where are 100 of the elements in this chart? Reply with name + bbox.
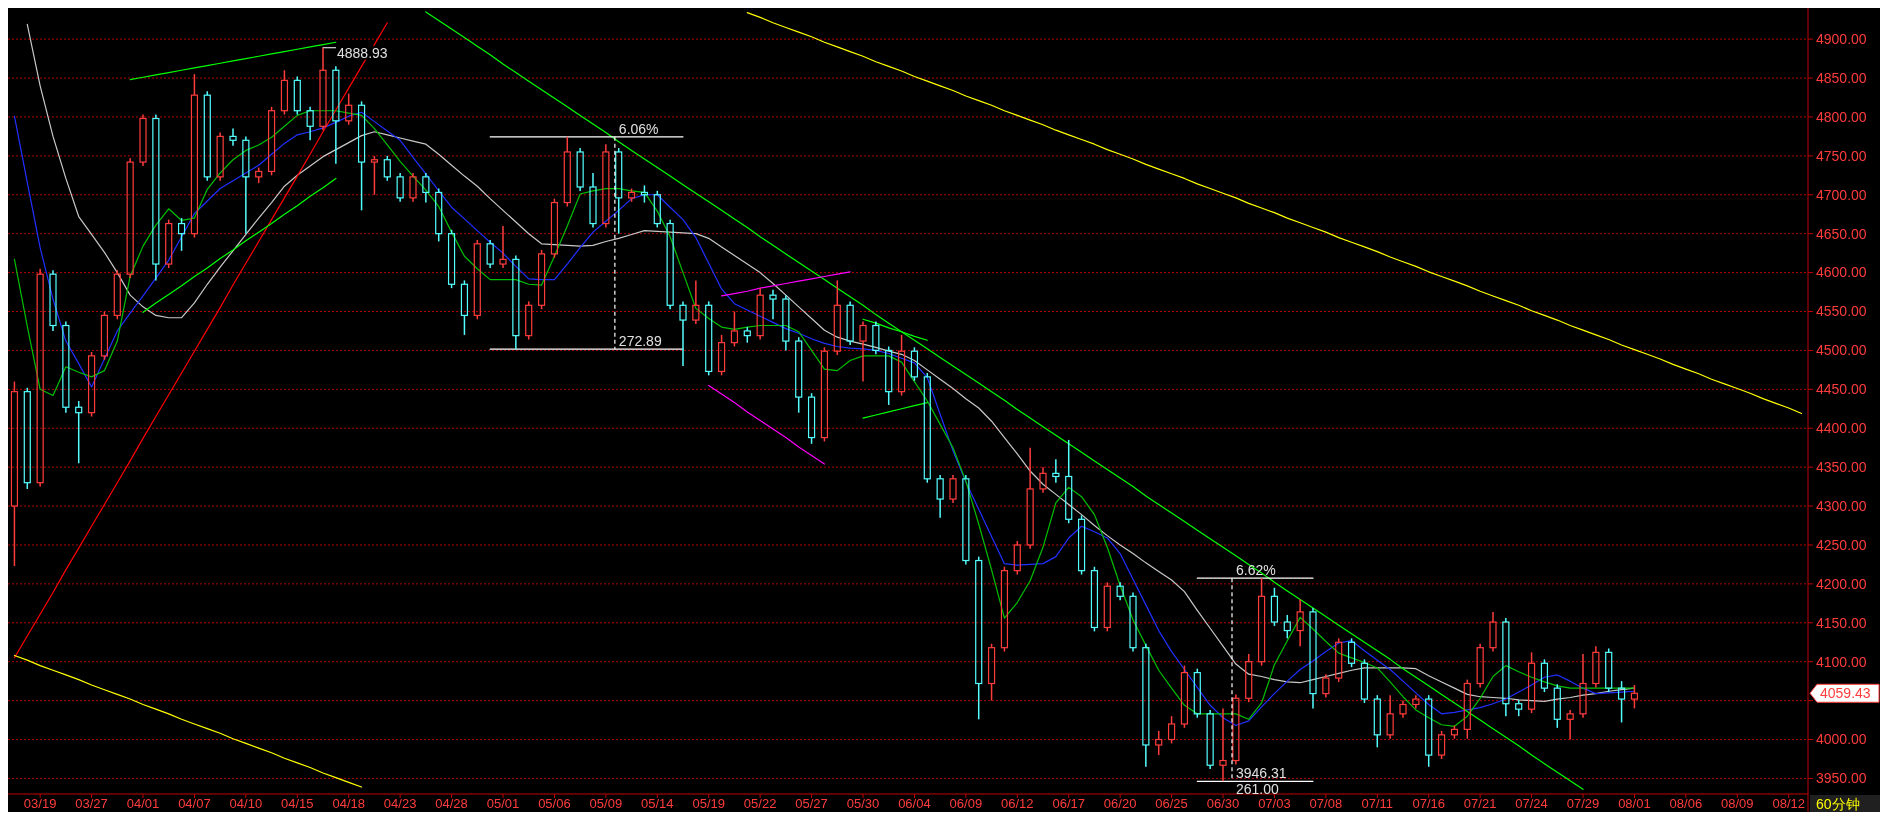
- annotation: 261.00: [1236, 781, 1280, 798]
- y-tick-label: 4850.00: [1816, 69, 1867, 86]
- candlestick: [1579, 653, 1587, 719]
- candlestick: [949, 474, 957, 504]
- line-series: [708, 384, 826, 465]
- y-tick-label: 4400.00: [1816, 420, 1867, 437]
- x-tick-label: 07/03: [1258, 796, 1291, 811]
- candlestick: [306, 106, 314, 142]
- line-series: [862, 318, 928, 341]
- x-tick-label: 05/27: [795, 796, 828, 811]
- x-tick-label: 06/25: [1155, 796, 1188, 811]
- x-tick-label: 06/09: [949, 796, 983, 811]
- candlestick: [36, 267, 44, 488]
- candlestick: [216, 131, 224, 182]
- line-series: [13, 654, 363, 788]
- candlestick: [1219, 707, 1227, 783]
- candlestick: [1476, 643, 1484, 689]
- y-tick-label: 4150.00: [1816, 614, 1867, 631]
- candlestick: [396, 172, 404, 203]
- y-tick-label: 4700.00: [1816, 186, 1867, 203]
- candlestick: [756, 287, 764, 341]
- x-tick-label: 08/09: [1721, 796, 1754, 811]
- y-tick-label: 4550.00: [1816, 303, 1867, 320]
- candlestick: [49, 269, 57, 332]
- candlestick: [666, 218, 674, 310]
- y-tick-label: 4500.00: [1816, 342, 1867, 359]
- candlestick: [872, 320, 880, 356]
- line-series: [862, 401, 928, 419]
- x-tick-label: 07/08: [1309, 796, 1343, 811]
- x-tick-label: 08/12: [1772, 796, 1805, 811]
- y-tick-label: 4900.00: [1816, 31, 1867, 48]
- x-tick-label: 08/01: [1618, 796, 1651, 811]
- x-tick-label: 04/28: [435, 796, 468, 811]
- y-tick-label: 3950.00: [1816, 770, 1867, 787]
- x-tick-label: 06/17: [1052, 796, 1085, 811]
- candlestick: [1399, 699, 1407, 719]
- candlestick: [936, 474, 944, 519]
- candlestick: [242, 135, 250, 235]
- candlestick: [152, 113, 160, 282]
- x-tick-label: 08/06: [1669, 796, 1703, 811]
- x-tick-label: 03/27: [75, 796, 108, 811]
- candlestick: [1592, 645, 1600, 689]
- candlestick: [1206, 709, 1214, 770]
- candlestick: [1566, 709, 1574, 741]
- x-tick-label: 04/15: [281, 796, 314, 811]
- candlestick: [692, 279, 700, 325]
- y-tick-label: 4100.00: [1816, 653, 1867, 670]
- candlestick: [1296, 598, 1304, 647]
- x-tick-label: 06/30: [1206, 796, 1240, 811]
- candlestick: [576, 147, 584, 192]
- candlestick: [126, 157, 134, 279]
- candlestick: [769, 288, 777, 321]
- annotation: 3946.31: [1236, 765, 1287, 782]
- x-tick-label: 05/09: [589, 796, 623, 811]
- candlestick: [962, 474, 970, 566]
- candlestick: [1039, 466, 1047, 494]
- candlestick: [1489, 611, 1497, 653]
- x-tick-label: 04/23: [383, 796, 417, 811]
- x-tick-label: 05/06: [538, 796, 571, 811]
- y-tick-label: 4350.00: [1816, 459, 1867, 476]
- candlestick: [319, 46, 327, 131]
- x-tick-label: 05/22: [743, 796, 777, 811]
- x-tick-label: 04/18: [332, 796, 365, 811]
- x-tick-label: 05/01: [486, 796, 520, 811]
- candlestick: [782, 294, 790, 352]
- x-tick-label: 04/07: [178, 796, 211, 811]
- x-tick-label: 07/11: [1361, 796, 1394, 811]
- candlestick: [1142, 643, 1150, 768]
- line-series: [746, 12, 1803, 415]
- candlestick: [1309, 607, 1317, 710]
- y-tick-label: 4000.00: [1816, 731, 1867, 748]
- line-series: [720, 271, 851, 297]
- candlestick: [499, 225, 507, 269]
- y-tick-label: 4450.00: [1816, 381, 1867, 398]
- candlestick: [1322, 673, 1330, 699]
- y-tick-label: 4300.00: [1816, 497, 1867, 514]
- y-tick-label: 4650.00: [1816, 225, 1867, 242]
- x-tick-label: 04/01: [126, 796, 160, 811]
- x-tick-label: 03/19: [23, 796, 57, 811]
- candlestick: [1129, 591, 1137, 653]
- x-tick-label: 07/24: [1515, 796, 1548, 811]
- candlestick: [139, 113, 147, 167]
- x-tick-label: 06/12: [1001, 796, 1034, 811]
- candlestick: [679, 300, 687, 367]
- annotation: 272.89: [618, 333, 662, 350]
- y-tick-label: 4800.00: [1816, 108, 1867, 125]
- candlestick: [859, 320, 867, 383]
- x-tick-label: 07/16: [1412, 796, 1445, 811]
- annotation: 6.06%: [618, 120, 659, 137]
- x-tick-label: 06/20: [1103, 796, 1137, 811]
- candlestick: [1116, 581, 1124, 601]
- candlestick: [486, 239, 494, 269]
- text: 60分钟: [1816, 796, 1860, 812]
- x-tick-label: 07/21: [1463, 796, 1497, 811]
- candlestick: [589, 172, 597, 229]
- x-tick-label: 07/29: [1566, 796, 1600, 811]
- line-series: [142, 177, 337, 313]
- text: 4059.43: [1820, 685, 1871, 702]
- y-tick-label: 4200.00: [1816, 575, 1867, 592]
- candlestick: [422, 172, 430, 204]
